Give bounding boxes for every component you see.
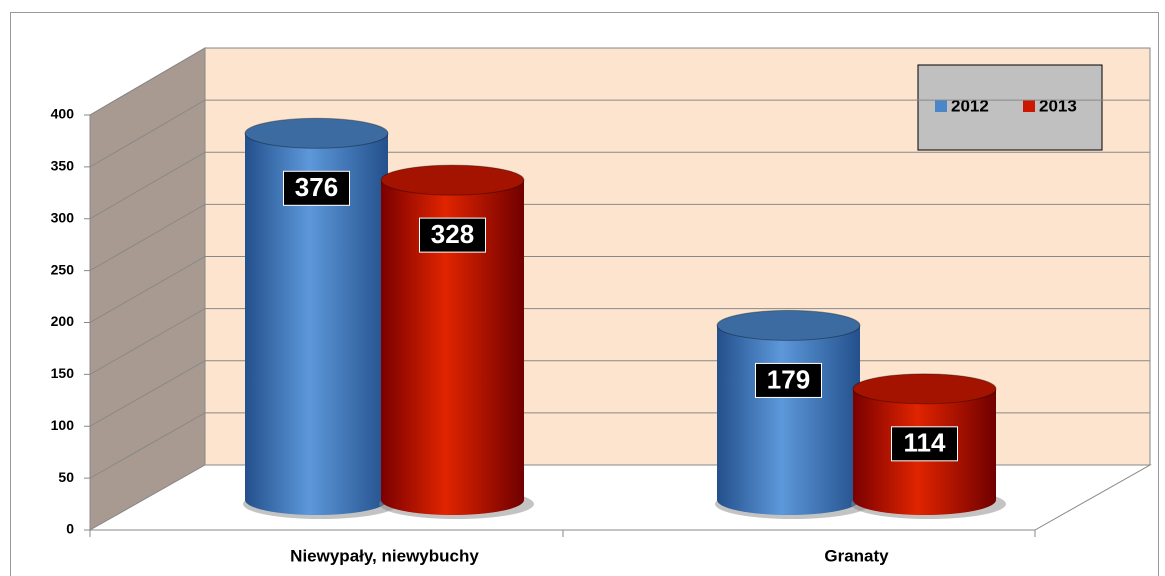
bar-top bbox=[380, 164, 525, 196]
chart-border bbox=[10, 12, 1159, 576]
value-label-box bbox=[419, 217, 486, 253]
grid-line bbox=[89, 151, 206, 220]
legend-box bbox=[917, 64, 1103, 151]
y-tick-label: 50 bbox=[58, 469, 74, 485]
y-tick-label: 100 bbox=[51, 417, 75, 433]
value-label-box bbox=[891, 426, 958, 462]
bar-top bbox=[852, 373, 997, 405]
y-tick-label: 200 bbox=[51, 313, 75, 329]
grid-line bbox=[89, 360, 206, 427]
value-label: 328 bbox=[431, 219, 474, 249]
value-label-box bbox=[283, 170, 350, 206]
x-tick-label: Granaty bbox=[824, 546, 889, 565]
grid-line bbox=[89, 47, 206, 116]
legend-label: 2013 bbox=[1039, 96, 1077, 115]
bar bbox=[381, 180, 524, 516]
bar bbox=[717, 325, 860, 516]
grid-line bbox=[89, 99, 206, 168]
y-tick-label: 300 bbox=[51, 209, 75, 225]
y-tick-label: 350 bbox=[51, 158, 75, 174]
legend-swatch bbox=[1023, 100, 1035, 112]
value-label: 114 bbox=[904, 428, 946, 458]
y-tick-label: 0 bbox=[66, 521, 74, 537]
grid-line bbox=[89, 256, 206, 323]
grid-line bbox=[89, 308, 206, 375]
value-label: 179 bbox=[767, 364, 810, 394]
legend-swatch bbox=[935, 100, 947, 112]
value-label: 376 bbox=[295, 172, 338, 202]
y-tick-label: 250 bbox=[51, 261, 75, 277]
value-label-box bbox=[755, 362, 822, 398]
bar bbox=[245, 133, 388, 516]
bar-top bbox=[716, 309, 861, 341]
legend-label: 2012 bbox=[951, 96, 989, 115]
y-tick-label: 150 bbox=[51, 365, 75, 381]
bar-top bbox=[244, 117, 389, 149]
grid-line bbox=[89, 203, 206, 272]
x-tick-label: Niewypały, niewybuchy bbox=[290, 546, 479, 565]
y-tick-label: 400 bbox=[51, 106, 75, 122]
grid-line bbox=[89, 412, 206, 479]
legend: 2012 2013 bbox=[917, 64, 1103, 151]
